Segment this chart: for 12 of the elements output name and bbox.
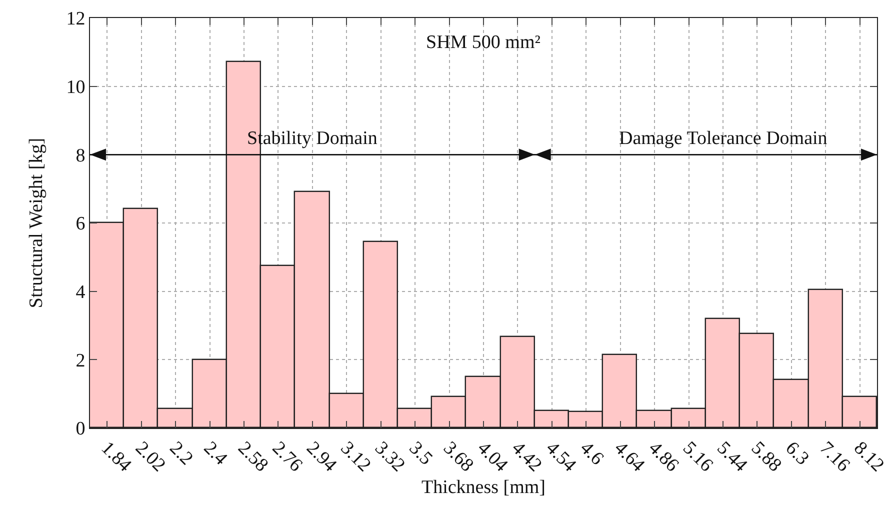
annotation: Damage Tolerance Domain bbox=[619, 128, 828, 149]
text: SHM 500 mm² bbox=[426, 32, 541, 53]
y-tick-label: 6 bbox=[76, 214, 86, 235]
x-tick-label: 2.4 bbox=[200, 438, 232, 470]
y-tick-label: 0 bbox=[76, 418, 86, 440]
y-tick-label: 2 bbox=[76, 350, 86, 372]
x-axis-title: Thickness [mm] bbox=[421, 477, 546, 498]
y-tick-label: 4 bbox=[76, 282, 86, 303]
y-tick-label: 8 bbox=[76, 145, 86, 166]
y-tick-label: 10 bbox=[66, 76, 86, 98]
y-axis-title: Structural Weight [kg] bbox=[26, 138, 47, 308]
y-tick-label: 12 bbox=[66, 8, 86, 30]
